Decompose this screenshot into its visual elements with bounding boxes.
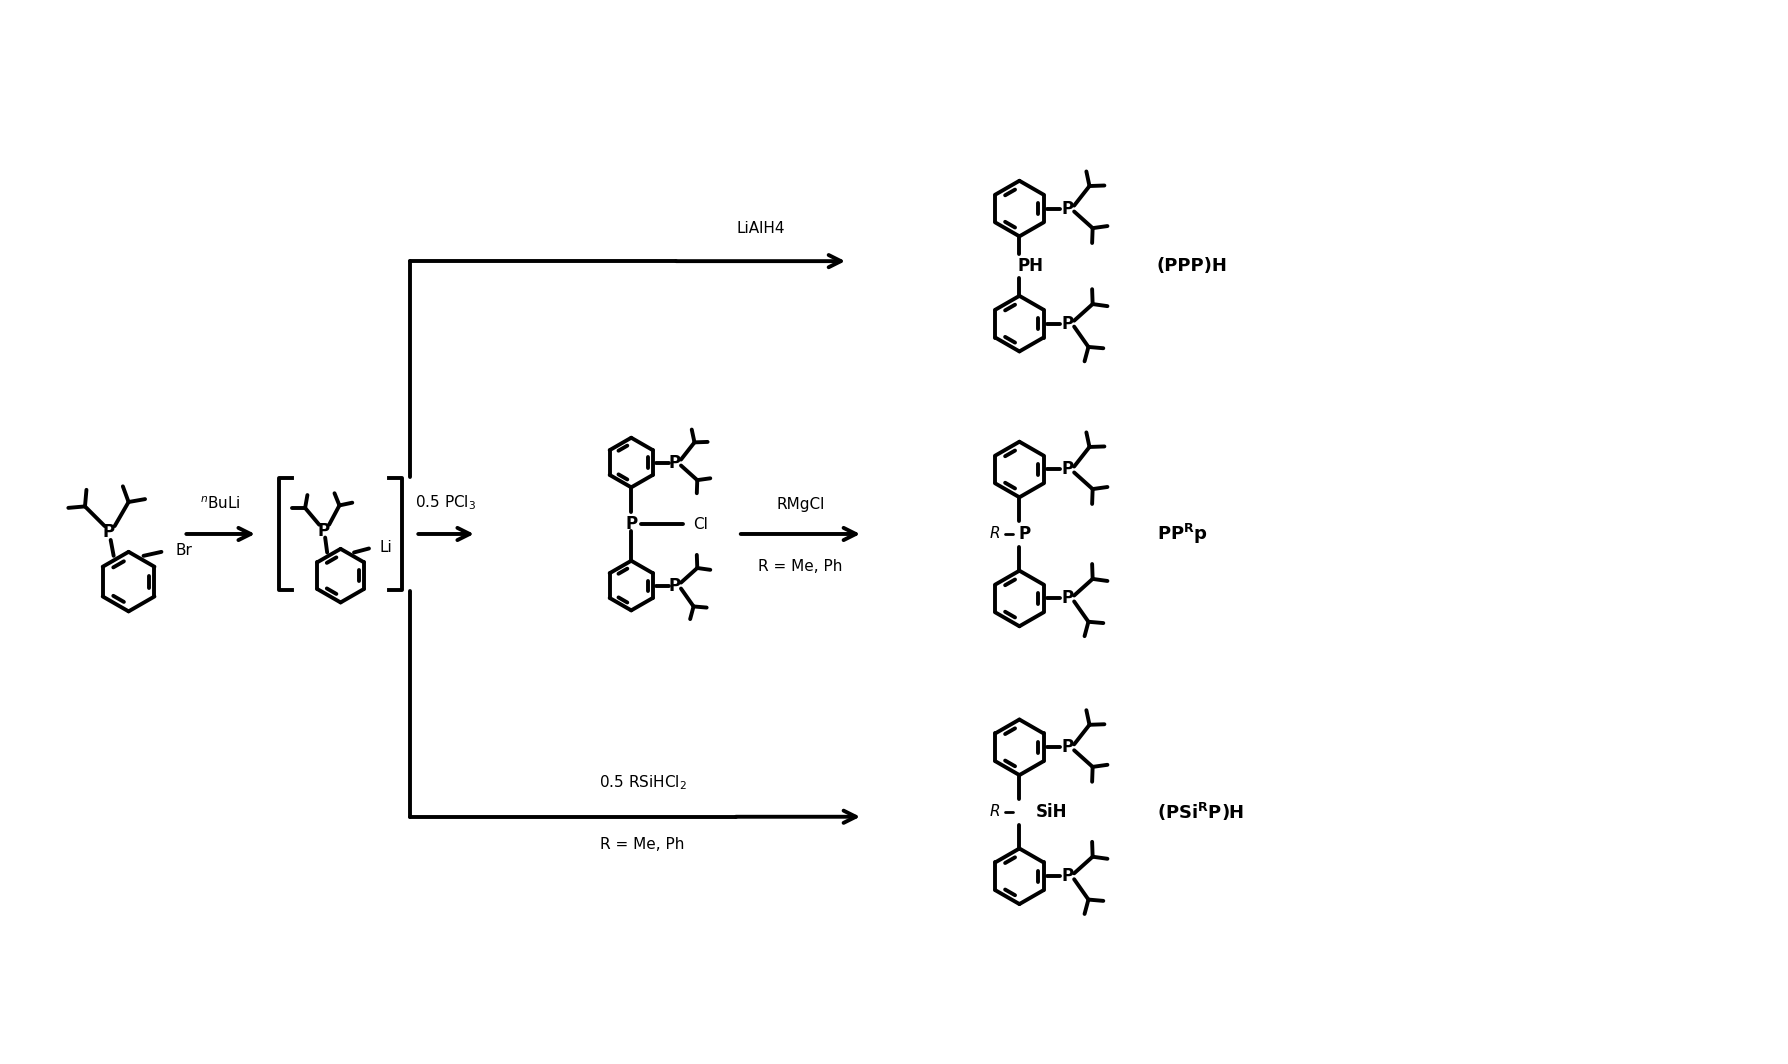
Text: (PPP)H: (PPP)H [1157, 257, 1228, 276]
Text: PH: PH [1017, 257, 1044, 276]
Text: P: P [626, 515, 637, 533]
Text: $^{n}$BuLi: $^{n}$BuLi [200, 496, 241, 512]
Text: LiAlH4: LiAlH4 [737, 221, 785, 236]
Text: (PSi$^\mathbf{R}$P)H: (PSi$^\mathbf{R}$P)H [1157, 801, 1244, 822]
Text: 0.5 RSiHCl$_2$: 0.5 RSiHCl$_2$ [599, 774, 687, 792]
Text: P: P [1060, 589, 1073, 608]
Text: RMgCl: RMgCl [776, 497, 824, 512]
Text: R = Me, Ph: R = Me, Ph [758, 559, 842, 573]
Text: R: R [989, 527, 999, 542]
Text: R: R [989, 804, 999, 819]
Text: Br: Br [175, 544, 193, 559]
Text: P: P [1060, 461, 1073, 479]
Text: P: P [669, 453, 681, 471]
Text: SiH: SiH [1035, 803, 1067, 820]
Text: P: P [669, 577, 681, 595]
Text: P: P [1060, 200, 1073, 217]
Text: P: P [316, 521, 329, 539]
Text: P: P [1060, 738, 1073, 757]
Text: Cl: Cl [694, 516, 708, 532]
Text: P: P [1060, 867, 1073, 885]
Text: Li: Li [379, 541, 393, 555]
Text: P: P [102, 523, 114, 541]
Text: P: P [1060, 315, 1073, 333]
Text: 0.5 PCl$_3$: 0.5 PCl$_3$ [415, 494, 477, 512]
Text: R = Me, Ph: R = Me, Ph [601, 836, 685, 851]
Text: PP$^\mathbf{R}$p: PP$^\mathbf{R}$p [1157, 522, 1207, 546]
Text: P: P [1019, 525, 1030, 543]
